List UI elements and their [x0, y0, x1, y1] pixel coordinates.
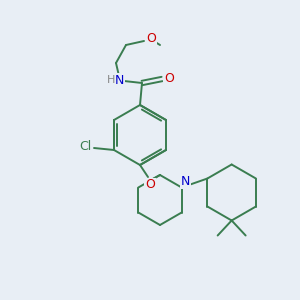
Text: Cl: Cl [79, 140, 91, 154]
Text: N: N [114, 74, 124, 86]
Text: O: O [145, 178, 155, 191]
Text: H: H [107, 75, 115, 85]
Text: O: O [164, 71, 174, 85]
Text: O: O [146, 32, 156, 46]
Text: N: N [181, 175, 190, 188]
